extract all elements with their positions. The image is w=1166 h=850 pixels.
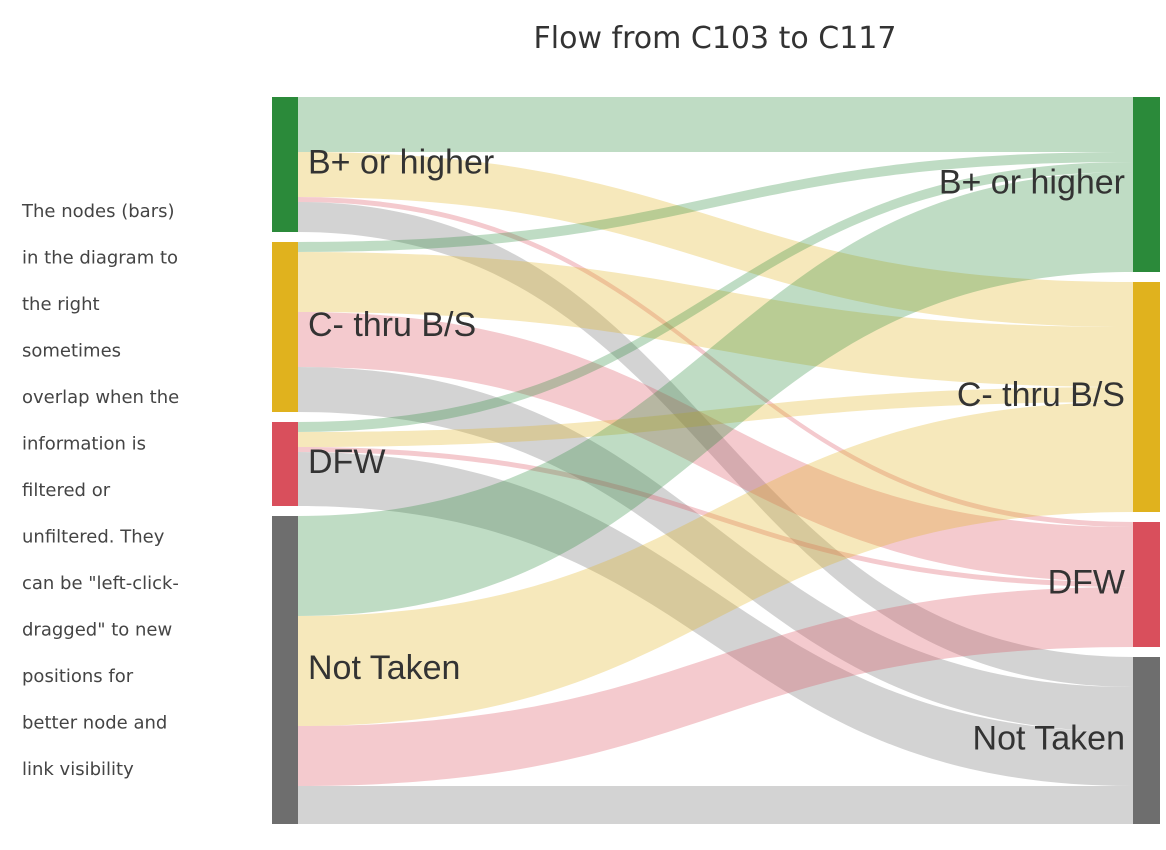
chart-title: Flow from C103 to C117 (534, 21, 897, 56)
link (298, 402, 1133, 726)
note-line: the right (22, 294, 100, 315)
note-line: positions for (22, 666, 134, 687)
link (298, 786, 1133, 824)
target-label: Not Taken (973, 719, 1125, 757)
link (298, 162, 1133, 432)
source-node (272, 242, 298, 412)
target-node (1133, 657, 1160, 824)
target-label: C- thru B/S (957, 376, 1125, 414)
note-line: link visibility (22, 759, 134, 780)
links (298, 97, 1133, 824)
source-label: B+ or higher (308, 143, 494, 181)
link (298, 367, 1133, 732)
link (298, 197, 1133, 527)
note-line: overlap when the (22, 387, 179, 408)
note-line: The nodes (bars) (21, 201, 175, 222)
source-node (272, 516, 298, 824)
note-line: better node and (22, 713, 167, 734)
target-label: B+ or higher (939, 163, 1125, 201)
target-node (1133, 522, 1160, 647)
link (298, 312, 1133, 582)
note-line: can be "left-click- (22, 573, 179, 594)
link (298, 452, 1133, 786)
source-label: Not Taken (308, 649, 460, 687)
note: The nodes (bars) in the diagram to the rig… (21, 201, 179, 780)
note-line: dragged" to new (22, 620, 172, 641)
target-node (1133, 282, 1160, 512)
note-line: filtered or (22, 480, 111, 501)
link (298, 97, 1133, 152)
source-node (272, 422, 298, 506)
link (298, 252, 1133, 387)
link (298, 387, 1133, 447)
link (298, 152, 1133, 327)
note-line: information is (22, 434, 146, 455)
link (298, 587, 1133, 786)
link (298, 447, 1133, 587)
link (298, 172, 1133, 616)
note-line: unfiltered. They (22, 527, 165, 548)
source-label: C- thru B/S (308, 306, 476, 344)
source-node (272, 97, 298, 232)
note-line: in the diagram to (22, 248, 178, 269)
note-line: sometimes (22, 341, 121, 362)
target-node (1133, 97, 1160, 272)
target-label: DFW (1048, 563, 1125, 601)
link (298, 202, 1133, 687)
source-label: DFW (308, 443, 385, 481)
nodes: B+ or higher C- thru B/S DFW Not Taken B+ or… (272, 97, 1160, 824)
link (298, 152, 1133, 252)
